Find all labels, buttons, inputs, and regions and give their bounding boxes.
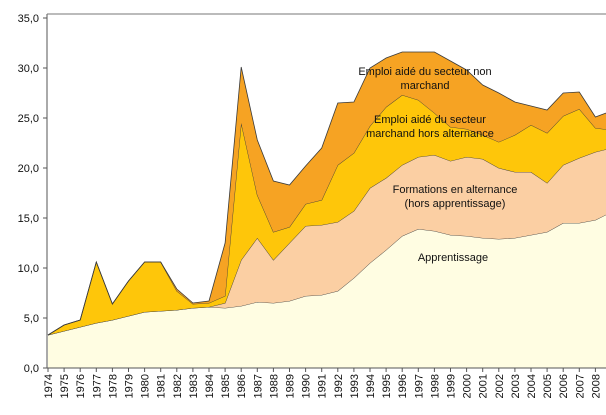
area bbox=[48, 95, 606, 335]
area bbox=[48, 214, 606, 368]
x-tick-label: 1987 bbox=[252, 374, 264, 398]
series-label: (hors apprentissage) bbox=[405, 198, 506, 210]
x-tick-label: 1989 bbox=[285, 374, 297, 398]
y-tick-label: 10,0 bbox=[18, 263, 39, 275]
x-tick-label: 2007 bbox=[574, 374, 586, 398]
y-tick-label: 0,0 bbox=[24, 363, 39, 375]
x-tick-label: 1995 bbox=[381, 374, 393, 398]
x-tick-label: 2000 bbox=[462, 374, 474, 398]
area bbox=[48, 149, 606, 335]
y-tick-label: 30,0 bbox=[18, 63, 39, 75]
x-tick-label: 2005 bbox=[542, 374, 554, 398]
x-tick-label: 1986 bbox=[236, 374, 248, 398]
y-tick-label: 15,0 bbox=[18, 213, 39, 225]
x-tick-label: 1984 bbox=[204, 374, 216, 398]
x-tick-label: 1983 bbox=[188, 374, 200, 398]
x-tick-label: 1998 bbox=[429, 374, 441, 398]
x-tick-label: 1994 bbox=[365, 374, 377, 398]
x-tick-label: 1990 bbox=[301, 374, 313, 398]
x-tick-label: 1975 bbox=[59, 374, 71, 398]
x-tick-label: 1996 bbox=[397, 374, 409, 398]
x-tick-label: 2004 bbox=[526, 374, 538, 398]
series-label: Emploi aidé du secteur non bbox=[358, 66, 491, 78]
x-tick-label: 1980 bbox=[140, 374, 152, 398]
x-tick-label: 1982 bbox=[172, 374, 184, 398]
series-label: Formations en alternance bbox=[393, 184, 518, 196]
y-tick-label: 35,0 bbox=[18, 13, 39, 25]
series-label: Apprentissage bbox=[418, 252, 488, 264]
x-tick-label: 2003 bbox=[510, 374, 522, 398]
area-edge bbox=[47, 51, 606, 336]
x-tick-label: 1979 bbox=[124, 374, 136, 398]
y-tick-label: 5,0 bbox=[24, 313, 39, 325]
x-tick-label: 1992 bbox=[333, 374, 345, 398]
x-tick-label: 1976 bbox=[75, 374, 87, 398]
x-tick-label: 1993 bbox=[349, 374, 361, 398]
x-tick-label: 1991 bbox=[317, 374, 329, 398]
x-tick-label: 1999 bbox=[446, 374, 458, 398]
x-tick-label: 1981 bbox=[156, 374, 168, 398]
series-label: marchand bbox=[401, 80, 450, 92]
x-tick-label: 1978 bbox=[107, 374, 119, 398]
y-tick-label: 25,0 bbox=[18, 113, 39, 125]
x-tick-label: 1977 bbox=[91, 374, 103, 398]
x-tick-label: 1988 bbox=[268, 374, 280, 398]
x-tick-label: 1985 bbox=[220, 374, 232, 398]
x-tick-label: 2001 bbox=[478, 374, 490, 398]
x-tick-label: 2002 bbox=[494, 374, 506, 398]
x-tick-label: 1974 bbox=[43, 374, 55, 398]
x-tick-label: 2008 bbox=[590, 374, 602, 398]
series-label: Emploi aidé du secteur bbox=[374, 114, 486, 126]
x-tick-label: 1997 bbox=[413, 374, 425, 398]
y-tick-label: 20,0 bbox=[18, 163, 39, 175]
area bbox=[48, 52, 606, 335]
x-tick-label: 2006 bbox=[558, 374, 570, 398]
series-label: marchand hors alternance bbox=[366, 128, 494, 140]
